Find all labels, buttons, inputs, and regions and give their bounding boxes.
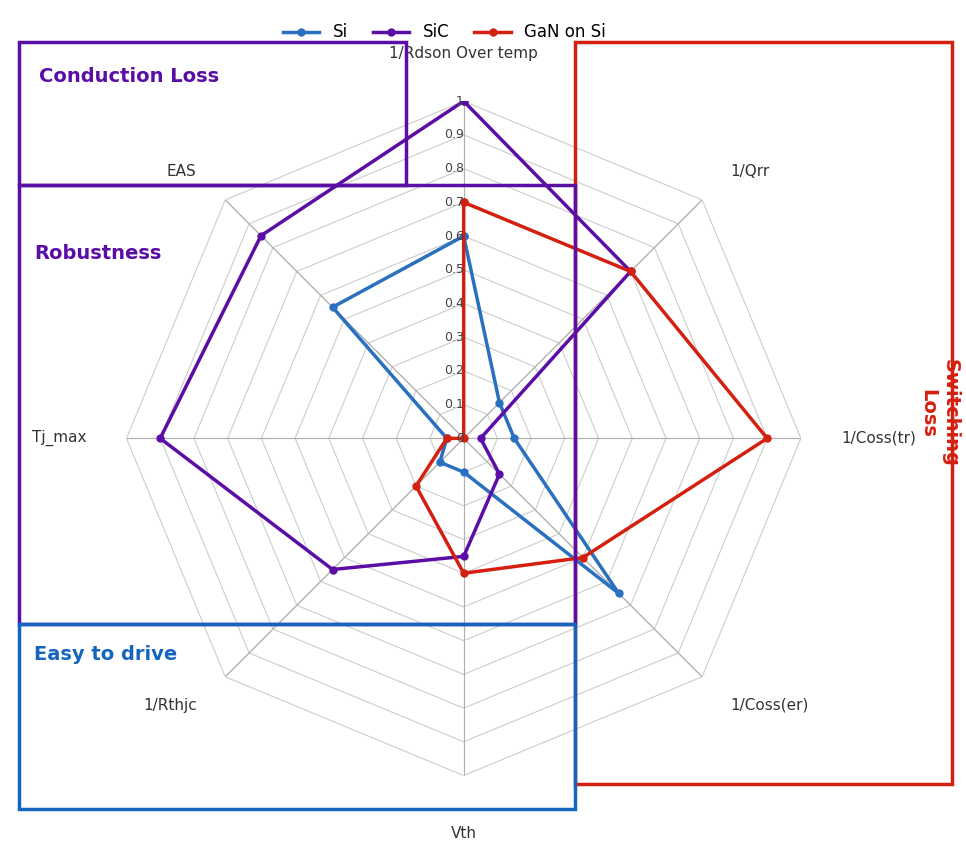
Text: 0.5: 0.5 [443, 263, 464, 277]
Text: 0.3: 0.3 [443, 330, 464, 344]
Text: 0.8: 0.8 [443, 162, 464, 175]
Text: 0.4: 0.4 [443, 297, 464, 310]
Text: 0.9: 0.9 [443, 128, 464, 142]
Text: Tj_max: Tj_max [32, 430, 86, 447]
Text: Conduction Loss: Conduction Loss [39, 67, 218, 87]
Text: Vth: Vth [451, 826, 476, 841]
Text: 1/Coss(er): 1/Coss(er) [730, 698, 810, 713]
Legend: Si, SiC, GaN on Si: Si, SiC, GaN on Si [276, 17, 612, 48]
Text: 1/Coss(tr): 1/Coss(tr) [841, 431, 916, 446]
Text: 1/Rthjc: 1/Rthjc [143, 698, 197, 713]
Text: 0.7: 0.7 [443, 196, 464, 209]
Text: 1: 1 [456, 94, 464, 108]
Text: 1/Qrr: 1/Qrr [730, 164, 770, 179]
Text: Robustness: Robustness [34, 244, 161, 264]
Text: 1/Rdson Over temp: 1/Rdson Over temp [389, 46, 538, 61]
Text: Switching
Loss: Switching Loss [919, 359, 959, 467]
Text: EAS: EAS [167, 164, 197, 179]
Text: 0.6: 0.6 [443, 229, 464, 243]
Text: Easy to drive: Easy to drive [34, 645, 177, 664]
Text: 0: 0 [456, 432, 464, 445]
Text: 0.2: 0.2 [443, 364, 464, 378]
Text: 0.1: 0.1 [443, 398, 464, 411]
